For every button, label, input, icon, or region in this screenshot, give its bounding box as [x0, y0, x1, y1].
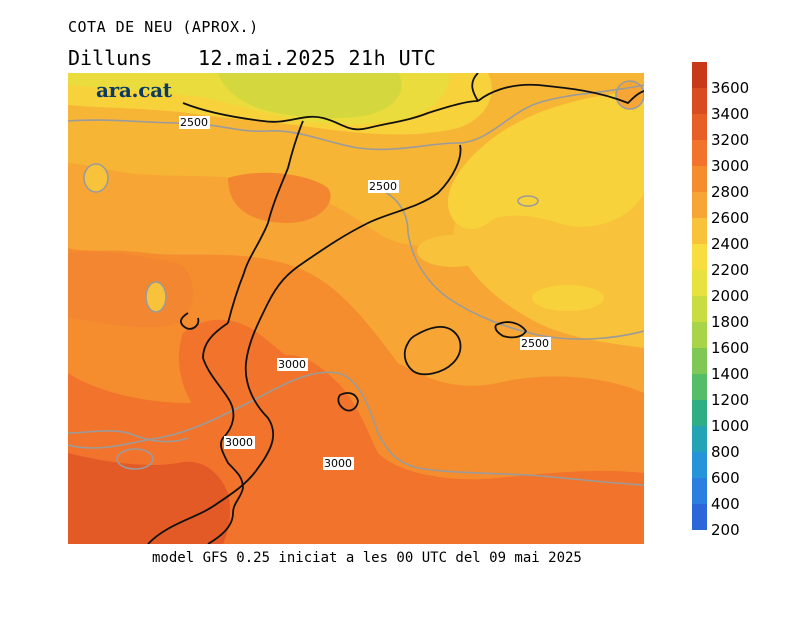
legend-swatch-3600 — [692, 62, 707, 88]
contour-ring-4 — [116, 448, 154, 470]
legend-swatch-2000 — [692, 270, 707, 296]
legend-label-600: 600 — [711, 469, 740, 487]
legend-swatch-1600 — [692, 322, 707, 348]
legend-label-3400: 3400 — [711, 105, 750, 123]
band-pocket-1 — [84, 164, 108, 192]
contour-3000-south — [68, 430, 189, 443]
legend-label-2800: 2800 — [711, 183, 750, 201]
contour-label: 2500 — [369, 180, 397, 193]
legend-label-1800: 1800 — [711, 313, 750, 331]
legend-swatch-2600 — [692, 192, 707, 218]
legend-label-3600: 3600 — [711, 79, 750, 97]
contour-label: 3000 — [278, 358, 306, 371]
legend-label-400: 400 — [711, 495, 740, 513]
legend-swatch-1000 — [692, 400, 707, 426]
island-menorca — [494, 321, 527, 339]
model-run-caption: model GFS 0.25 iniciat a les 00 UTC del … — [152, 550, 582, 566]
border-france-spain — [182, 100, 479, 131]
forecast-datetime: 12.mai.2025 21h UTC — [198, 46, 437, 70]
band-2000-2200-blob2 — [417, 235, 489, 267]
contour-3000-west — [68, 371, 644, 486]
contour-ring-3 — [615, 80, 644, 110]
island-mallorca — [403, 326, 462, 376]
legend-label-1000: 1000 — [711, 417, 750, 435]
contour-label: 3000 — [225, 436, 253, 449]
legend-label-1200: 1200 — [711, 391, 750, 409]
legend-swatch-2800 — [692, 166, 707, 192]
legend-swatch-1400 — [692, 348, 707, 374]
coastline-east — [471, 73, 644, 104]
island-eivissa — [337, 392, 359, 412]
contour-ring-1 — [83, 163, 109, 193]
legend-label-2400: 2400 — [711, 235, 750, 253]
legend-swatch-1800 — [692, 296, 707, 322]
band-2800-3000-pocket — [228, 172, 331, 223]
weekday-label: Dilluns — [68, 46, 153, 70]
legend-swatch-3400 — [692, 88, 707, 114]
coastlines — [147, 73, 644, 544]
band-1800-2000 — [218, 73, 402, 119]
band-2200-2400-east — [448, 92, 644, 230]
contour-2500-mid — [367, 184, 644, 340]
legend-swatch-3200 — [692, 114, 707, 140]
legend-swatch-2200 — [692, 244, 707, 270]
legend-swatch-3000 — [692, 140, 707, 166]
band-2800-3000-west — [68, 251, 193, 328]
snow-level-map: 2500 2500 2500 3000 3000 3000 — [68, 73, 644, 544]
legend-label-1600: 1600 — [711, 339, 750, 357]
legend-label-3000: 3000 — [711, 157, 750, 175]
contour-label: 3000 — [324, 457, 352, 470]
contour-ring-2 — [145, 281, 167, 313]
contour-labels: 2500 2500 2500 3000 3000 3000 — [179, 116, 551, 470]
band-3000-3200-core — [178, 319, 324, 440]
legend-swatch-2400 — [692, 218, 707, 244]
band-3200-3400 — [68, 453, 231, 544]
legend-swatch-600 — [692, 452, 707, 478]
band-2000-2200-blob — [532, 285, 604, 311]
legend-label-3200: 3200 — [711, 131, 750, 149]
contour-label: 2500 — [180, 116, 208, 129]
contour-ring-5 — [517, 195, 539, 207]
legend-label-800: 800 — [711, 443, 740, 461]
legend-swatch-200 — [692, 504, 707, 530]
legend-swatch-1200 — [692, 374, 707, 400]
band-2400-2600 — [68, 73, 644, 247]
legend-label-2600: 2600 — [711, 209, 750, 227]
legend-label-2000: 2000 — [711, 287, 750, 305]
ara-cat-logo: ara.cat — [96, 78, 172, 102]
coastline-catalonia — [147, 144, 462, 544]
legend-label-2200: 2200 — [711, 261, 750, 279]
legend-label-1400: 1400 — [711, 365, 750, 383]
legend-swatch-800 — [692, 426, 707, 452]
band-pocket-2 — [146, 282, 166, 312]
contour-lines — [68, 80, 644, 486]
color-legend — [692, 62, 707, 530]
legend-swatch-400 — [692, 478, 707, 504]
contour-label: 2500 — [521, 337, 549, 350]
legend-label-200: 200 — [711, 521, 740, 539]
map-title: COTA DE NEU (APROX.) — [68, 18, 259, 36]
coastline-valencia — [180, 312, 244, 544]
border-aragon — [227, 120, 304, 324]
